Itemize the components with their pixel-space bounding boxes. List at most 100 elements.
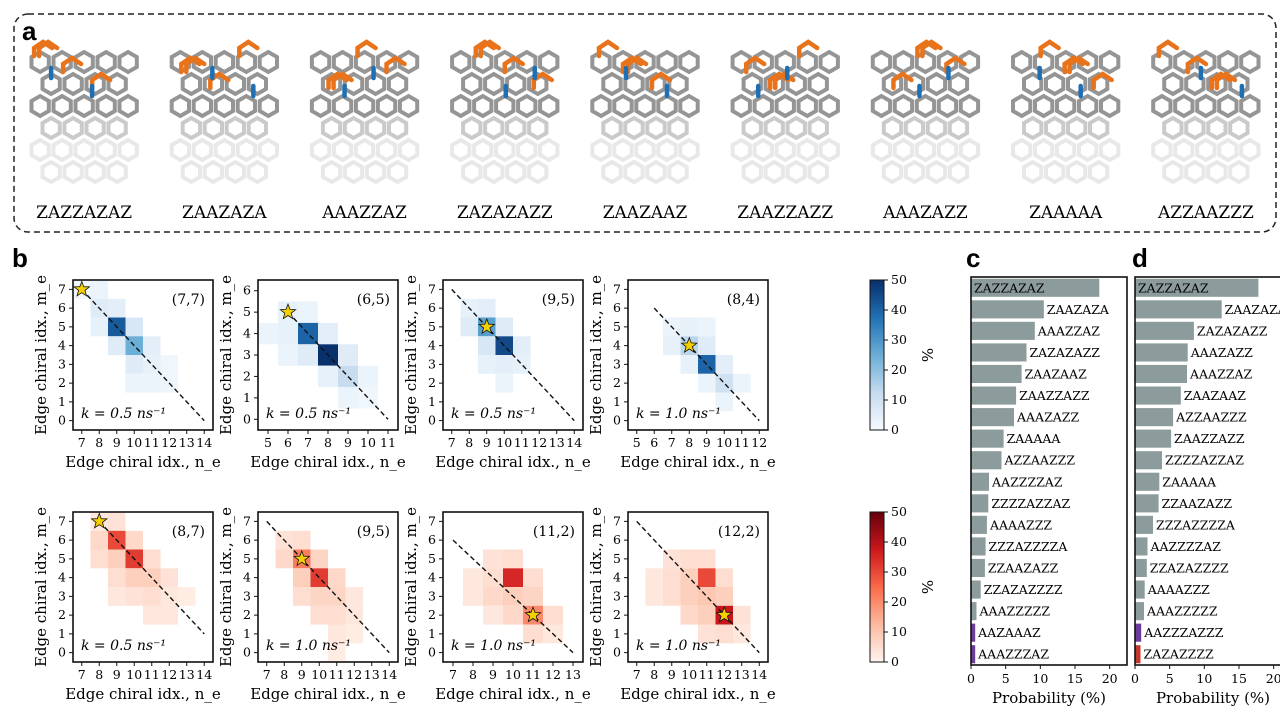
structure-label: ZAAZAZA <box>182 203 267 223</box>
edge-segment-orange <box>743 55 767 75</box>
y-tick-label: 7 <box>428 281 436 296</box>
bar <box>1135 321 1194 340</box>
edge-segment-orange <box>920 39 943 59</box>
diagonal-line <box>452 539 574 654</box>
lattice-hexagon <box>1044 115 1066 141</box>
heatmap-cell <box>503 568 523 588</box>
colorbar-segment <box>870 536 884 540</box>
y-tick-label: 3 <box>243 588 251 603</box>
bar <box>1135 451 1162 470</box>
y-tick-label: 2 <box>613 607 621 622</box>
bar <box>971 537 986 556</box>
lattice-hexagon <box>461 71 483 97</box>
colorbar-segment <box>870 283 884 287</box>
lattice-hexagon <box>1033 137 1055 163</box>
lattice-hexagon <box>741 115 763 141</box>
lattice-hexagon <box>51 93 73 119</box>
colorbar-segment <box>870 328 884 332</box>
nanotube-7: AAAZAZZ <box>870 39 981 223</box>
colorbar-segment <box>870 581 884 585</box>
x-tick-label: 8 <box>280 667 288 682</box>
colorbar-segment <box>870 349 884 353</box>
lattice-hexagon <box>169 137 191 163</box>
colorbar-segment <box>870 421 884 425</box>
y-tick-label: 7 <box>613 513 621 528</box>
x-tick-label: 8 <box>469 667 477 682</box>
x-tick-label: 13 <box>565 667 581 682</box>
lattice-hexagon <box>1162 115 1184 141</box>
lattice-hexagon <box>925 71 948 97</box>
y-tick-label: 6 <box>243 283 251 298</box>
y-tick-label: 4 <box>613 570 621 585</box>
lattice-hexagon <box>353 93 376 119</box>
edge-segment-orange <box>531 71 555 91</box>
colorbar-segment <box>870 307 884 311</box>
x-tick-label: 10 <box>360 435 376 450</box>
star-marker <box>292 549 311 567</box>
bar <box>971 364 1022 383</box>
colorbar-segment <box>870 539 884 543</box>
colorbar-segment <box>870 656 884 660</box>
lattice-hexagon <box>224 159 246 185</box>
lattice-hexagon <box>645 159 667 185</box>
heatmap-cell <box>478 355 496 374</box>
lattice-hexagon <box>246 71 268 97</box>
bar <box>971 451 1002 470</box>
heatmap-cell <box>503 549 523 569</box>
star-marker <box>72 280 91 297</box>
nanotube-4: ZAZAZAZZ <box>450 39 560 223</box>
lattice-hexagon <box>364 71 387 97</box>
bar <box>1135 537 1148 556</box>
edge-segment-orange <box>649 71 673 91</box>
colorbar-segment <box>870 512 884 516</box>
lattice-hexagon <box>538 49 560 75</box>
y-tick-label: 6 <box>428 300 436 315</box>
lattice-hexagon <box>84 71 106 97</box>
colorbar-segment <box>870 524 884 528</box>
bar <box>1135 558 1147 577</box>
lattice-hexagon <box>1066 71 1088 97</box>
rate-label: k = 1.0 ns⁻¹ <box>636 406 721 422</box>
x-tick-label: 13 <box>364 667 380 682</box>
lattice-hexagon <box>73 137 95 163</box>
heatmap-cell <box>715 568 733 588</box>
structure-label: ZAAZAAZ <box>603 203 688 223</box>
lattice-hexagon <box>1099 137 1121 163</box>
rate-label: k = 0.5 ns⁻¹ <box>451 406 536 422</box>
lattice-hexagon <box>483 159 505 185</box>
lattice-hexagon <box>516 137 538 163</box>
structure-label: ZAZAZAZZ <box>457 203 553 223</box>
heatmap-cell <box>275 549 293 569</box>
bar <box>971 343 1027 362</box>
lattice-hexagon <box>320 115 343 141</box>
y-tick-label: 2 <box>58 607 66 622</box>
lattice-hexagon <box>752 137 774 163</box>
bar <box>971 602 977 621</box>
colorbar-segment <box>870 325 884 329</box>
colorbar-tick-label: 30 <box>891 564 907 579</box>
bar <box>1135 494 1159 513</box>
heatmap-cell <box>90 317 108 337</box>
colorbar-segment <box>870 394 884 398</box>
bar <box>971 558 985 577</box>
lattice-hexagon <box>331 49 354 75</box>
heatmap-cell <box>108 568 126 588</box>
colorbar-segment <box>870 611 884 615</box>
lattice-hexagon <box>450 93 472 119</box>
lattice-hexagon <box>914 137 937 163</box>
colorbar-segment <box>870 533 884 537</box>
lattice-hexagon <box>1077 93 1099 119</box>
lattice-hexagon <box>958 93 981 119</box>
structure-label: ZAAZZAZZ <box>737 203 833 223</box>
bar-label: AAZAAAZ <box>977 625 1041 640</box>
lattice-hexagon <box>1206 159 1228 185</box>
colorbar-segment <box>870 608 884 612</box>
colorbar-segment <box>870 427 884 431</box>
colorbar-tick-label: 40 <box>891 302 907 317</box>
x-axis-label: Edge chiral idx., n_e <box>250 453 406 471</box>
lattice-hexagon <box>1044 159 1066 185</box>
heatmap-cell <box>680 549 698 569</box>
lattice-hexagon <box>117 93 139 119</box>
